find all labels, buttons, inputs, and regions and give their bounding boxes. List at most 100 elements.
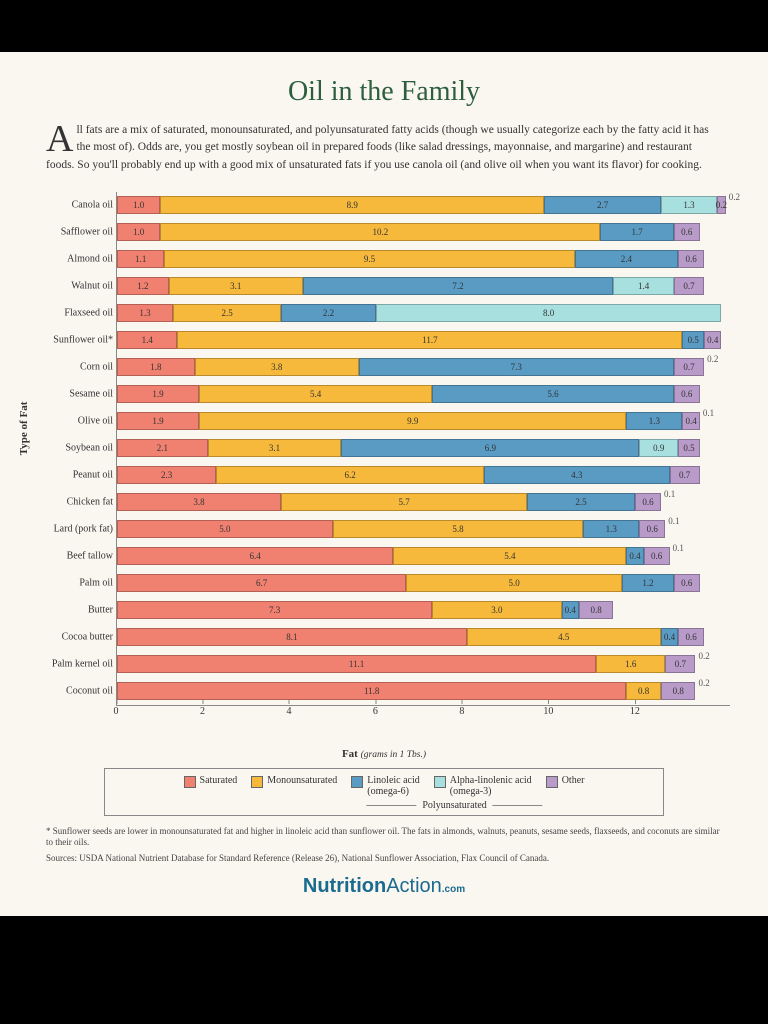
segment-other: 0.7	[665, 655, 695, 673]
segment-mono: 5.4	[393, 547, 626, 565]
segment-sat: 1.0	[117, 196, 160, 214]
brand-bold: Nutrition	[303, 875, 386, 897]
bar-track: 6.75.01.20.6	[117, 574, 730, 592]
overflow-label: 0.1	[673, 543, 684, 553]
overflow-label: 0.1	[668, 516, 679, 526]
legend-label: Saturated	[200, 775, 238, 786]
bar-row: Palm oil6.75.01.20.6	[117, 570, 730, 597]
x-tick: 6	[373, 706, 378, 717]
legend-row: SaturatedMonounsaturatedLinoleic acid(om…	[115, 775, 653, 797]
segment-lin: 0.4	[626, 547, 643, 565]
segment-sat: 1.9	[117, 412, 199, 430]
segment-sat: 1.8	[117, 358, 195, 376]
segment-lin: 2.7	[544, 196, 661, 214]
segment-sat: 1.3	[117, 304, 173, 322]
row-label: Flaxseed oil	[39, 308, 113, 319]
segment-sat: 5.0	[117, 520, 333, 538]
segment-lin: 7.2	[303, 277, 614, 295]
bar-track: 2.36.24.30.7	[117, 466, 730, 484]
intro-body: ll fats are a mix of saturated, monounsa…	[46, 124, 709, 171]
legend-label: Other	[562, 775, 585, 786]
bar-row: Lard (pork fat)5.05.81.30.60.1	[117, 516, 730, 543]
overflow-label: 0.1	[664, 489, 675, 499]
segment-mono: 3.1	[208, 439, 342, 457]
segment-sat: 11.8	[117, 682, 626, 700]
segment-sat: 6.7	[117, 574, 406, 592]
poly-label: Polyunsaturated	[422, 800, 486, 811]
segment-mono: 3.0	[432, 601, 562, 619]
segment-mono: 3.8	[195, 358, 359, 376]
x-axis-label: Fat (grams in 1 Tbs.)	[38, 748, 730, 760]
segment-mono: 10.2	[160, 223, 600, 241]
segment-lin: 6.9	[341, 439, 639, 457]
bar-row: Flaxseed oil1.32.52.28.0	[117, 300, 730, 327]
sources: Sources: USDA National Nutrient Database…	[46, 853, 722, 863]
bar-row: Soybean oil2.13.16.90.90.5	[117, 435, 730, 462]
segment-lin: 1.7	[600, 223, 673, 241]
bar-row: Chicken fat3.85.72.50.60.1	[117, 489, 730, 516]
y-axis-label: Type of Fat	[18, 401, 30, 455]
bar-track: 11.80.80.80.2	[117, 682, 730, 700]
legend-label: Alpha-linolenic acid(omega-3)	[450, 775, 532, 797]
overflow-label: 0.1	[703, 408, 714, 418]
row-label: Canola oil	[39, 200, 113, 211]
chart-title: Oil in the Family	[28, 76, 740, 108]
x-tick: 8	[459, 706, 464, 717]
bar-track: 5.05.81.30.60.1	[117, 520, 730, 538]
bar-row: Olive oil1.99.91.30.40.1	[117, 408, 730, 435]
page: Oil in the Family All fats are a mix of …	[0, 52, 768, 916]
chart-rows: Canola oil1.08.92.71.30.20.2Safflower oi…	[116, 192, 730, 706]
segment-sat: 2.3	[117, 466, 216, 484]
legend-label: Linoleic acid(omega-6)	[367, 775, 419, 797]
bar-row: Cocoa butter8.14.50.40.6	[117, 624, 730, 651]
row-label: Coconut oil	[39, 686, 113, 697]
brand-logo: NutritionAction.com	[28, 875, 740, 898]
segment-other: 0.5	[678, 439, 700, 457]
brand-thin: Action	[386, 875, 442, 897]
bar-track: 1.99.91.30.40.1	[117, 412, 730, 430]
segment-other: 0.6	[635, 493, 661, 511]
segment-sat: 1.9	[117, 385, 199, 403]
segment-lin: 2.5	[527, 493, 635, 511]
brand-com: .com	[442, 884, 465, 895]
row-label: Almond oil	[39, 254, 113, 265]
row-label: Olive oil	[39, 416, 113, 427]
row-label: Chicken fat	[39, 497, 113, 508]
row-label: Beef tallow	[39, 551, 113, 562]
legend-swatch	[251, 776, 263, 788]
x-tick: 12	[630, 706, 640, 717]
dropcap: A	[46, 122, 76, 154]
segment-mono: 1.6	[596, 655, 665, 673]
legend-item: Saturated	[184, 775, 238, 797]
x-tick: 4	[286, 706, 291, 717]
bar-track: 3.85.72.50.60.1	[117, 493, 730, 511]
segment-sat: 1.4	[117, 331, 177, 349]
legend: SaturatedMonounsaturatedLinoleic acid(om…	[104, 768, 664, 816]
segment-lin: 2.4	[575, 250, 679, 268]
segment-mono: 5.8	[333, 520, 583, 538]
segment-other: 0.7	[670, 466, 700, 484]
segment-other: 0.8	[661, 682, 696, 700]
segment-other: 0.6	[678, 250, 704, 268]
segment-mono: 3.1	[169, 277, 303, 295]
segment-alpha: 1.3	[661, 196, 717, 214]
segment-lin: 1.3	[626, 412, 682, 430]
row-label: Soybean oil	[39, 443, 113, 454]
segment-alpha: 1.4	[613, 277, 673, 295]
bar-track: 1.08.92.71.30.20.2	[117, 196, 730, 214]
bar-track: 8.14.50.40.6	[117, 628, 730, 646]
segment-other: 0.6	[639, 520, 665, 538]
x-axis: 024681012	[116, 706, 730, 734]
segment-other: 0.4	[682, 412, 699, 430]
segment-mono: 5.7	[281, 493, 527, 511]
bar-track: 1.32.52.28.0	[117, 304, 730, 322]
segment-mono: 5.0	[406, 574, 622, 592]
bar-row: Walnut oil1.23.17.21.40.7	[117, 273, 730, 300]
segment-sat: 8.1	[117, 628, 467, 646]
footnote: * Sunflower seeds are lower in monounsat…	[46, 826, 722, 849]
row-label: Palm oil	[39, 578, 113, 589]
overflow-label: 0.2	[699, 678, 710, 688]
segment-lin: 5.6	[432, 385, 674, 403]
segment-other: 0.2	[717, 196, 726, 214]
bar-track: 1.95.45.60.6	[117, 385, 730, 403]
